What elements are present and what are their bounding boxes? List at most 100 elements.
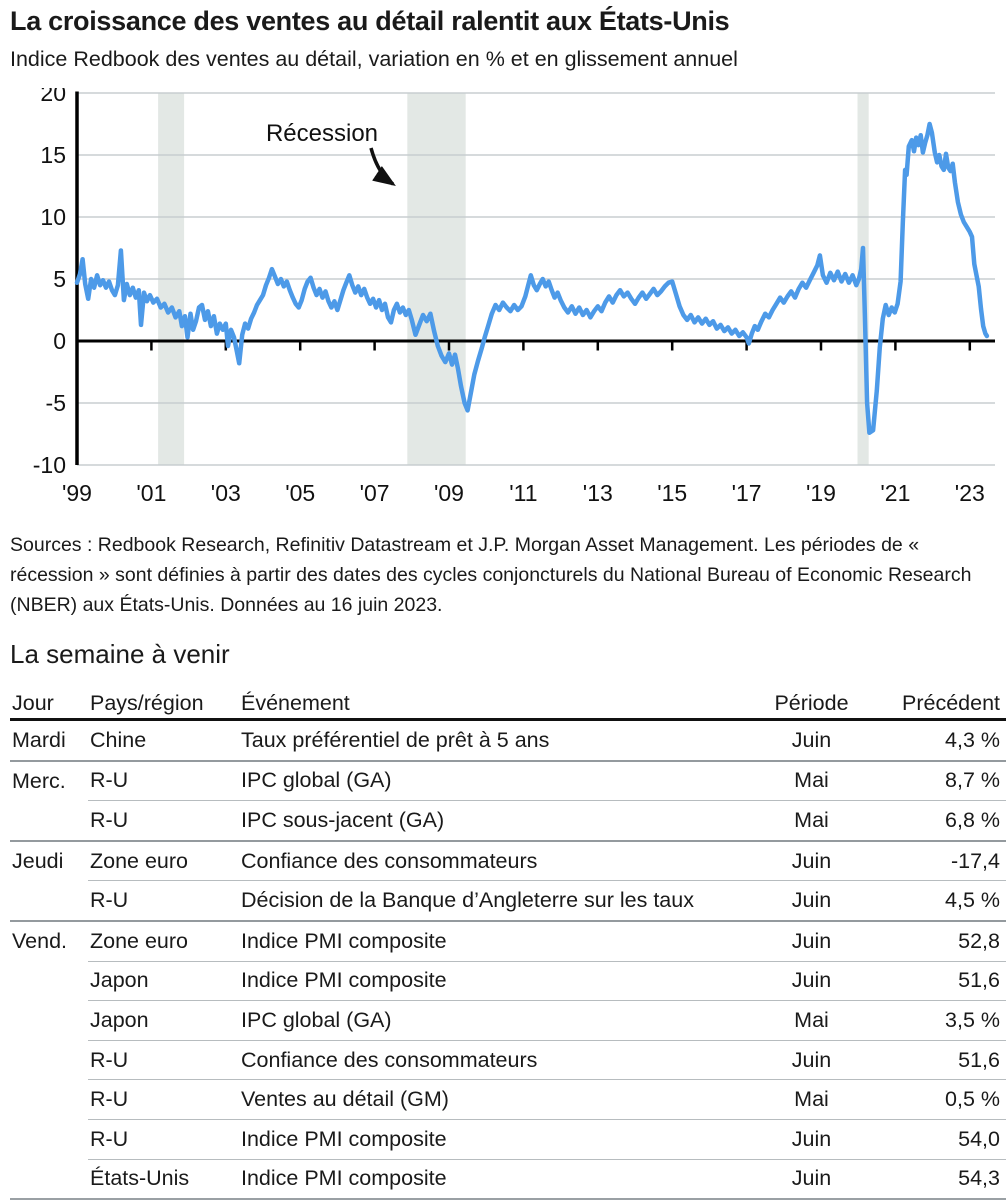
- cell-pays: Zone euro: [88, 919, 241, 962]
- week-table-header: Jour Pays/région Événement Période Précédent: [10, 688, 1006, 721]
- week-header-row: Jour Pays/région Événement Période Précédent: [10, 688, 1006, 721]
- x-tick-label: '11: [509, 480, 537, 506]
- cell-evenement: Taux préférentiel de prêt à 5 ans: [241, 727, 550, 752]
- y-tick-label: 20: [40, 88, 66, 106]
- cell-jour: [10, 1001, 88, 1041]
- cell-evenement: Indice PMI composite: [241, 960, 763, 1001]
- cell-jour: [10, 1119, 88, 1159]
- x-tick-label: '99: [62, 480, 92, 506]
- cell-periode: Mai: [763, 759, 860, 801]
- cell-jour: Vend.: [10, 919, 88, 962]
- y-tick-label: -5: [46, 390, 66, 416]
- cell-jour: Mardi: [12, 727, 66, 752]
- cell-pays: Chine: [90, 727, 147, 752]
- cell-periode: Juin: [763, 839, 860, 881]
- cell-precedent: 0,5 %: [860, 1079, 1006, 1120]
- x-tick-label: '21: [880, 480, 910, 506]
- cell-evenement: Ventes au détail (GM): [241, 1079, 763, 1120]
- event-row: R-U Ventes au détail (GM) Mai 0,5 %: [10, 1079, 1006, 1120]
- x-tick-label: '15: [657, 480, 687, 506]
- week-ahead-title: La semaine à venir: [10, 639, 230, 669]
- cell-periode: Juin: [763, 960, 860, 1001]
- cell-jour: [10, 1040, 88, 1080]
- event-row: R-U IPC sous-jacent (GA) Mai 6,8 %: [10, 800, 1006, 841]
- cell-evenement: Indice PMI composite: [241, 919, 763, 962]
- event-row: Japon IPC global (GA) Mai 3,5 %: [10, 1000, 1006, 1041]
- recession-annotation-label: Récession: [266, 120, 378, 147]
- cell-pays: R-U: [88, 1039, 241, 1080]
- cell-evenement: Confiance des consommateurs: [241, 839, 763, 881]
- y-tick-label: -10: [33, 452, 66, 478]
- event-row: Vend. Zone euro Indice PMI composite Juin 52…: [10, 919, 1006, 962]
- cell-precedent: -17,4: [860, 839, 1006, 881]
- cell-pays: Zone euro: [88, 839, 241, 881]
- event-row: R-U Confiance des consommateurs Juin 51,6: [10, 1039, 1006, 1080]
- column-header-evenement: Événement: [241, 688, 763, 721]
- cell-jour: [10, 1080, 88, 1120]
- cell-periode: Juin: [763, 1039, 860, 1080]
- cell-periode: Juin: [763, 880, 860, 921]
- week-ahead-table: Jour Pays/région Événement Période Précédent…: [10, 688, 1006, 1200]
- cell-pays: R-U: [88, 880, 241, 921]
- cell-jour: [10, 801, 88, 841]
- column-header-pays: Pays/région: [88, 688, 241, 721]
- cell-precedent: 4,3 %: [945, 727, 1000, 752]
- x-tick-label: '05: [285, 480, 315, 506]
- cell-evenement: IPC global (GA): [241, 1000, 763, 1041]
- cell-evenement: IPC global (GA): [241, 759, 763, 801]
- cell-precedent: 8,7 %: [860, 759, 1006, 801]
- cell-pays: R-U: [88, 800, 241, 841]
- cell-evenement: Indice PMI composite: [241, 1158, 763, 1200]
- redbook-line-chart: 20 15 10 5 0 -5 -10'99 '01 '03 '05 '07 '09 '11 '13 '15…: [33, 88, 995, 506]
- event-row: R-U Décision de la Banque d’Angleterre su…: [10, 880, 1006, 921]
- x-tick-label: '01: [136, 480, 166, 506]
- cell-periode: Mai: [763, 1079, 860, 1120]
- event-row: R-U Indice PMI composite Juin 54,0: [10, 1118, 1006, 1160]
- cell-precedent: 52,8: [860, 919, 1006, 962]
- cell-precedent: 51,6: [860, 960, 1006, 1001]
- x-tick-label: '17: [732, 480, 762, 506]
- cell-jour: [10, 1159, 88, 1200]
- cell-evenement: Confiance des consommateurs: [241, 1039, 763, 1080]
- cell-pays: R-U: [88, 1118, 241, 1160]
- redbook-series-line: [74, 121, 990, 436]
- x-tick-label: '03: [211, 480, 241, 506]
- week-table-body: Mardi Chine Taux préférentiel de prêt à 5 …: [10, 720, 1006, 1200]
- cell-pays: R-U: [88, 759, 241, 801]
- event-row: Japon Indice PMI composite Juin 51,6: [10, 960, 1006, 1001]
- y-tick-label: 10: [40, 204, 66, 230]
- cell-pays: Japon: [88, 1000, 241, 1041]
- x-tick-label: '23: [955, 480, 985, 506]
- cell-precedent: 4,5 %: [860, 880, 1006, 921]
- cell-periode: Juin: [763, 1118, 860, 1160]
- cell-evenement: IPC sous-jacent (GA): [241, 800, 763, 841]
- chart-subtitle: Indice Redbook des ventes au détail, var…: [10, 47, 738, 71]
- cell-pays: Japon: [88, 960, 241, 1001]
- page-title: La croissance des ventes au détail ralen…: [10, 6, 730, 36]
- cell-jour: [10, 961, 88, 1001]
- cell-jour: Jeudi: [10, 839, 88, 881]
- source-note: Sources : Redbook Research, Refinitiv Da…: [10, 534, 972, 616]
- x-tick-label: '07: [360, 480, 390, 506]
- cell-precedent: 51,6: [860, 1039, 1006, 1080]
- cell-periode: Mai: [763, 800, 860, 841]
- event-row: Merc. R-U IPC global (GA) Mai 8,7 %: [10, 759, 1006, 801]
- cell-periode: Juin: [763, 1158, 860, 1200]
- cell-precedent: 54,3: [860, 1158, 1006, 1200]
- recession-annotation-arrow: [369, 147, 396, 186]
- cell-pays: R-U: [88, 1079, 241, 1120]
- cell-periode: Mai: [763, 1000, 860, 1041]
- x-tick-label: '09: [434, 480, 464, 506]
- cell-jour: Merc.: [10, 759, 88, 801]
- event-row: Mardi Chine Taux préférentiel de prêt à 5 …: [10, 720, 1006, 761]
- event-row: États-Unis Indice PMI composite Juin 54,3: [10, 1158, 1006, 1200]
- cell-periode: Juin: [791, 727, 832, 752]
- cell-precedent: 3,5 %: [860, 1000, 1006, 1041]
- column-header-precedent: Précédent: [860, 688, 1006, 721]
- cell-pays: États-Unis: [88, 1158, 241, 1200]
- y-tick-label: 0: [53, 328, 66, 354]
- cell-periode: Juin: [763, 919, 860, 962]
- column-header-periode: Période: [763, 688, 860, 721]
- cell-evenement: Décision de la Banque d’Angleterre sur l…: [241, 880, 763, 921]
